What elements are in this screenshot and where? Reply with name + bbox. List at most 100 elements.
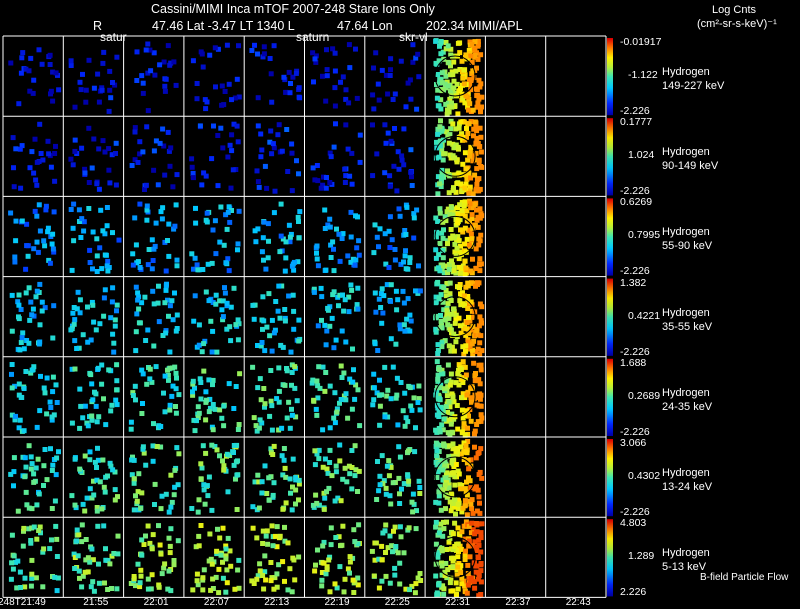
heat-pixel	[459, 188, 465, 194]
colorbar-segment	[607, 381, 613, 383]
heat-pixel	[470, 256, 475, 262]
heat-pixel	[69, 267, 75, 273]
colorbar-segment	[607, 81, 613, 83]
heat-pixel	[210, 227, 216, 233]
heat-pixel	[468, 575, 474, 581]
colorbar-segment	[607, 266, 613, 268]
heat-pixel	[397, 326, 403, 332]
heat-pixel	[276, 562, 282, 568]
colorbar-segment	[607, 155, 613, 157]
colorbar-segment	[607, 390, 613, 392]
heat-pixel	[37, 121, 43, 127]
colorbar-segment	[607, 66, 613, 68]
heat-pixel	[22, 474, 28, 480]
heat-pixel	[52, 178, 58, 184]
heat-pixel	[476, 494, 482, 500]
time-tick-label: 22:43	[565, 597, 591, 608]
heat-pixel	[466, 498, 472, 504]
colorbar-segment	[607, 133, 613, 135]
heat-pixel	[333, 469, 339, 475]
colorbar-segment	[607, 511, 613, 513]
colorbar-segment	[607, 148, 613, 150]
heat-pixel	[175, 482, 181, 488]
colorbar-segment	[607, 411, 613, 413]
colorbar-segment	[607, 456, 613, 458]
heat-pixel	[386, 473, 392, 479]
heat-pixel	[101, 49, 107, 55]
heat-pixel	[269, 151, 275, 157]
heat-pixel	[379, 543, 385, 549]
heat-pixel	[463, 52, 469, 58]
heat-pixel	[204, 99, 210, 105]
heat-pixel	[446, 140, 452, 146]
heat-pixel	[195, 415, 201, 420]
heat-pixel	[167, 303, 173, 309]
heat-pixel	[327, 383, 333, 389]
heat-pixel	[450, 72, 456, 78]
flow-label: B-field Particle Flow	[700, 572, 789, 583]
heat-pixel	[176, 451, 182, 457]
heat-pixel	[438, 318, 444, 324]
heat-pixel	[143, 47, 149, 53]
heat-pixel	[133, 348, 139, 354]
heat-pixel	[473, 246, 479, 252]
heat-pixel	[451, 264, 457, 270]
heat-pixel	[236, 557, 242, 563]
heat-pixel	[233, 476, 238, 482]
heat-pixel	[469, 302, 475, 308]
colorbar-segment	[607, 475, 613, 477]
heat-pixel	[334, 406, 340, 412]
heat-pixel	[196, 497, 202, 503]
heat-pixel	[250, 302, 256, 308]
heat-pixel	[475, 93, 481, 99]
colorbar-segment	[607, 180, 613, 182]
heat-pixel	[450, 394, 456, 400]
heat-pixel	[262, 163, 268, 169]
heat-pixel	[324, 566, 330, 572]
heat-pixel	[129, 163, 135, 168]
heat-pixel	[315, 547, 320, 553]
heat-pixel	[408, 96, 414, 102]
heat-pixel	[478, 530, 484, 536]
colorbar-segment	[607, 202, 613, 204]
heat-pixel	[434, 441, 440, 447]
heat-pixel	[277, 315, 283, 321]
colorbar-segment	[607, 220, 613, 222]
colorbar-segment	[607, 326, 613, 328]
heat-pixel	[405, 296, 411, 302]
heat-pixel	[405, 419, 411, 425]
colorbar-segment	[607, 160, 613, 162]
heat-pixel	[380, 530, 386, 536]
heat-pixel	[353, 257, 359, 263]
heat-pixel	[393, 395, 399, 401]
heat-pixel	[218, 125, 224, 131]
heat-pixel	[80, 501, 86, 507]
heat-pixel	[439, 572, 445, 578]
heat-pixel	[130, 393, 136, 398]
heat-pixel	[166, 377, 171, 383]
colorbar-segment	[607, 526, 613, 528]
heat-pixel	[443, 218, 449, 224]
colorbar-segment	[607, 249, 613, 251]
heat-pixel	[458, 570, 464, 575]
heat-pixel	[392, 91, 398, 97]
heat-pixel	[142, 187, 147, 192]
heat-pixel	[170, 317, 176, 323]
heat-pixel	[332, 498, 338, 504]
fov-arc	[434, 376, 476, 418]
heat-pixel	[212, 444, 218, 449]
colorbar-segment	[607, 470, 613, 472]
heat-pixel	[449, 258, 454, 264]
heat-pixel	[115, 551, 121, 557]
heat-pixel	[435, 372, 441, 378]
heat-pixel	[351, 367, 356, 373]
heat-pixel	[404, 204, 410, 210]
heat-pixel	[448, 371, 454, 377]
heat-pixel	[224, 580, 230, 586]
annotation-satur: satur	[100, 30, 127, 44]
heat-pixel	[386, 265, 392, 270]
heat-pixel	[472, 428, 478, 434]
heat-pixel	[458, 270, 463, 276]
colorbar-segment	[607, 431, 613, 433]
heat-pixel	[439, 147, 445, 153]
